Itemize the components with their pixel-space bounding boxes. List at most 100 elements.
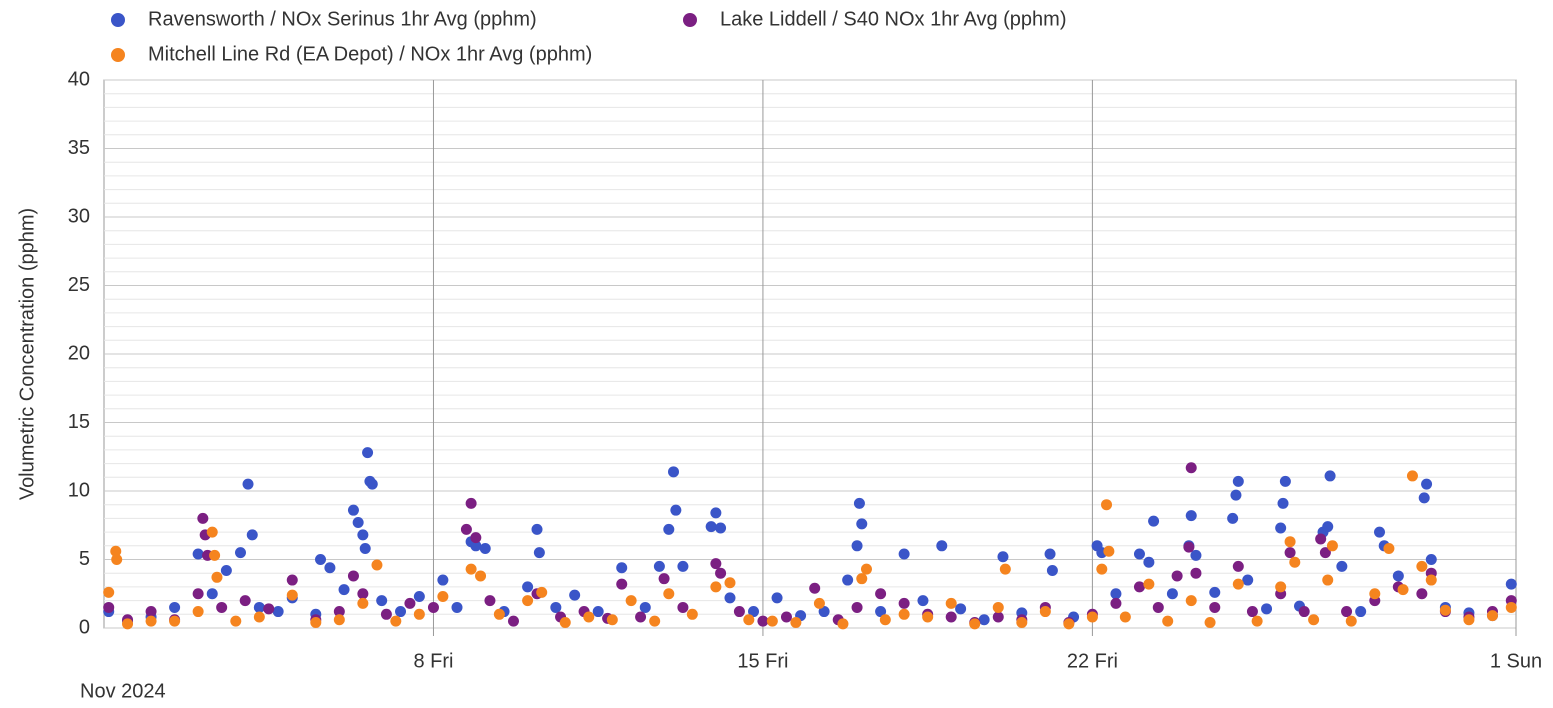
x-tick-label: 15 Fri [737, 650, 788, 672]
point [1185, 595, 1197, 607]
point [333, 606, 345, 618]
point [992, 611, 1004, 623]
point [1046, 564, 1058, 576]
point [649, 615, 661, 627]
point [522, 581, 534, 593]
point [465, 497, 477, 509]
point [1392, 570, 1404, 582]
point [860, 563, 872, 575]
point [1345, 615, 1357, 627]
point [357, 597, 369, 609]
point [470, 532, 482, 544]
point [413, 590, 425, 602]
legend-label: Ravensworth / NOx Serinus 1hr Avg (pphm) [148, 8, 537, 30]
point [851, 540, 863, 552]
point [209, 549, 221, 561]
point [663, 523, 675, 535]
y-axis-label: Volumetric Concentration (pphm) [16, 208, 38, 500]
point [992, 601, 1004, 613]
point [1185, 510, 1197, 522]
point [484, 595, 496, 607]
point [1190, 549, 1202, 561]
point [338, 584, 350, 596]
point [875, 588, 887, 600]
point [1308, 614, 1320, 626]
point [1148, 515, 1160, 527]
point [569, 589, 581, 601]
point [724, 577, 736, 589]
point [437, 590, 449, 602]
point [286, 574, 298, 586]
point [380, 608, 392, 620]
point [1406, 470, 1418, 482]
point [1322, 521, 1334, 533]
point [969, 618, 981, 630]
point [220, 564, 232, 576]
point [771, 592, 783, 604]
point [437, 574, 449, 586]
point [1110, 597, 1122, 609]
point [390, 615, 402, 627]
point [658, 573, 670, 585]
point [479, 543, 491, 555]
point [757, 615, 769, 627]
point [536, 586, 548, 598]
point [1227, 512, 1239, 524]
y-tick-label: 30 [68, 205, 90, 227]
point [780, 611, 792, 623]
point [376, 595, 388, 607]
point [246, 529, 258, 541]
point [1096, 563, 1108, 575]
point [733, 606, 745, 618]
point [1505, 601, 1517, 613]
point [955, 603, 967, 615]
point [559, 617, 571, 629]
point [1418, 492, 1430, 504]
point [1298, 606, 1310, 618]
point [1086, 611, 1098, 623]
point [263, 603, 275, 615]
point [945, 597, 957, 609]
point [1261, 603, 1273, 615]
point [206, 588, 218, 600]
point [145, 615, 157, 627]
point [507, 615, 519, 627]
point [211, 571, 223, 583]
point [606, 614, 618, 626]
y-tick-label: 0 [79, 616, 90, 638]
point [169, 601, 181, 613]
point [1355, 606, 1367, 618]
point [531, 523, 543, 535]
point [851, 601, 863, 613]
point [677, 601, 689, 613]
y-tick-label: 35 [68, 137, 90, 159]
point [1162, 615, 1174, 627]
point [1322, 574, 1334, 586]
point [1397, 584, 1409, 596]
point [978, 614, 990, 626]
point [169, 615, 181, 627]
point [710, 507, 722, 519]
point [1209, 586, 1221, 598]
point [1425, 574, 1437, 586]
y-tick-label: 40 [68, 68, 90, 90]
point [898, 608, 910, 620]
point [686, 608, 698, 620]
point [230, 615, 242, 627]
point [192, 588, 204, 600]
point [192, 548, 204, 560]
point [1425, 554, 1437, 565]
point [1133, 548, 1145, 560]
point [1369, 588, 1381, 600]
point [1416, 588, 1428, 600]
point [945, 611, 957, 623]
point [359, 543, 371, 555]
point [347, 570, 359, 582]
point [1383, 543, 1395, 555]
point [813, 597, 825, 609]
point [427, 601, 439, 613]
point [1251, 615, 1263, 627]
point [1143, 578, 1155, 590]
